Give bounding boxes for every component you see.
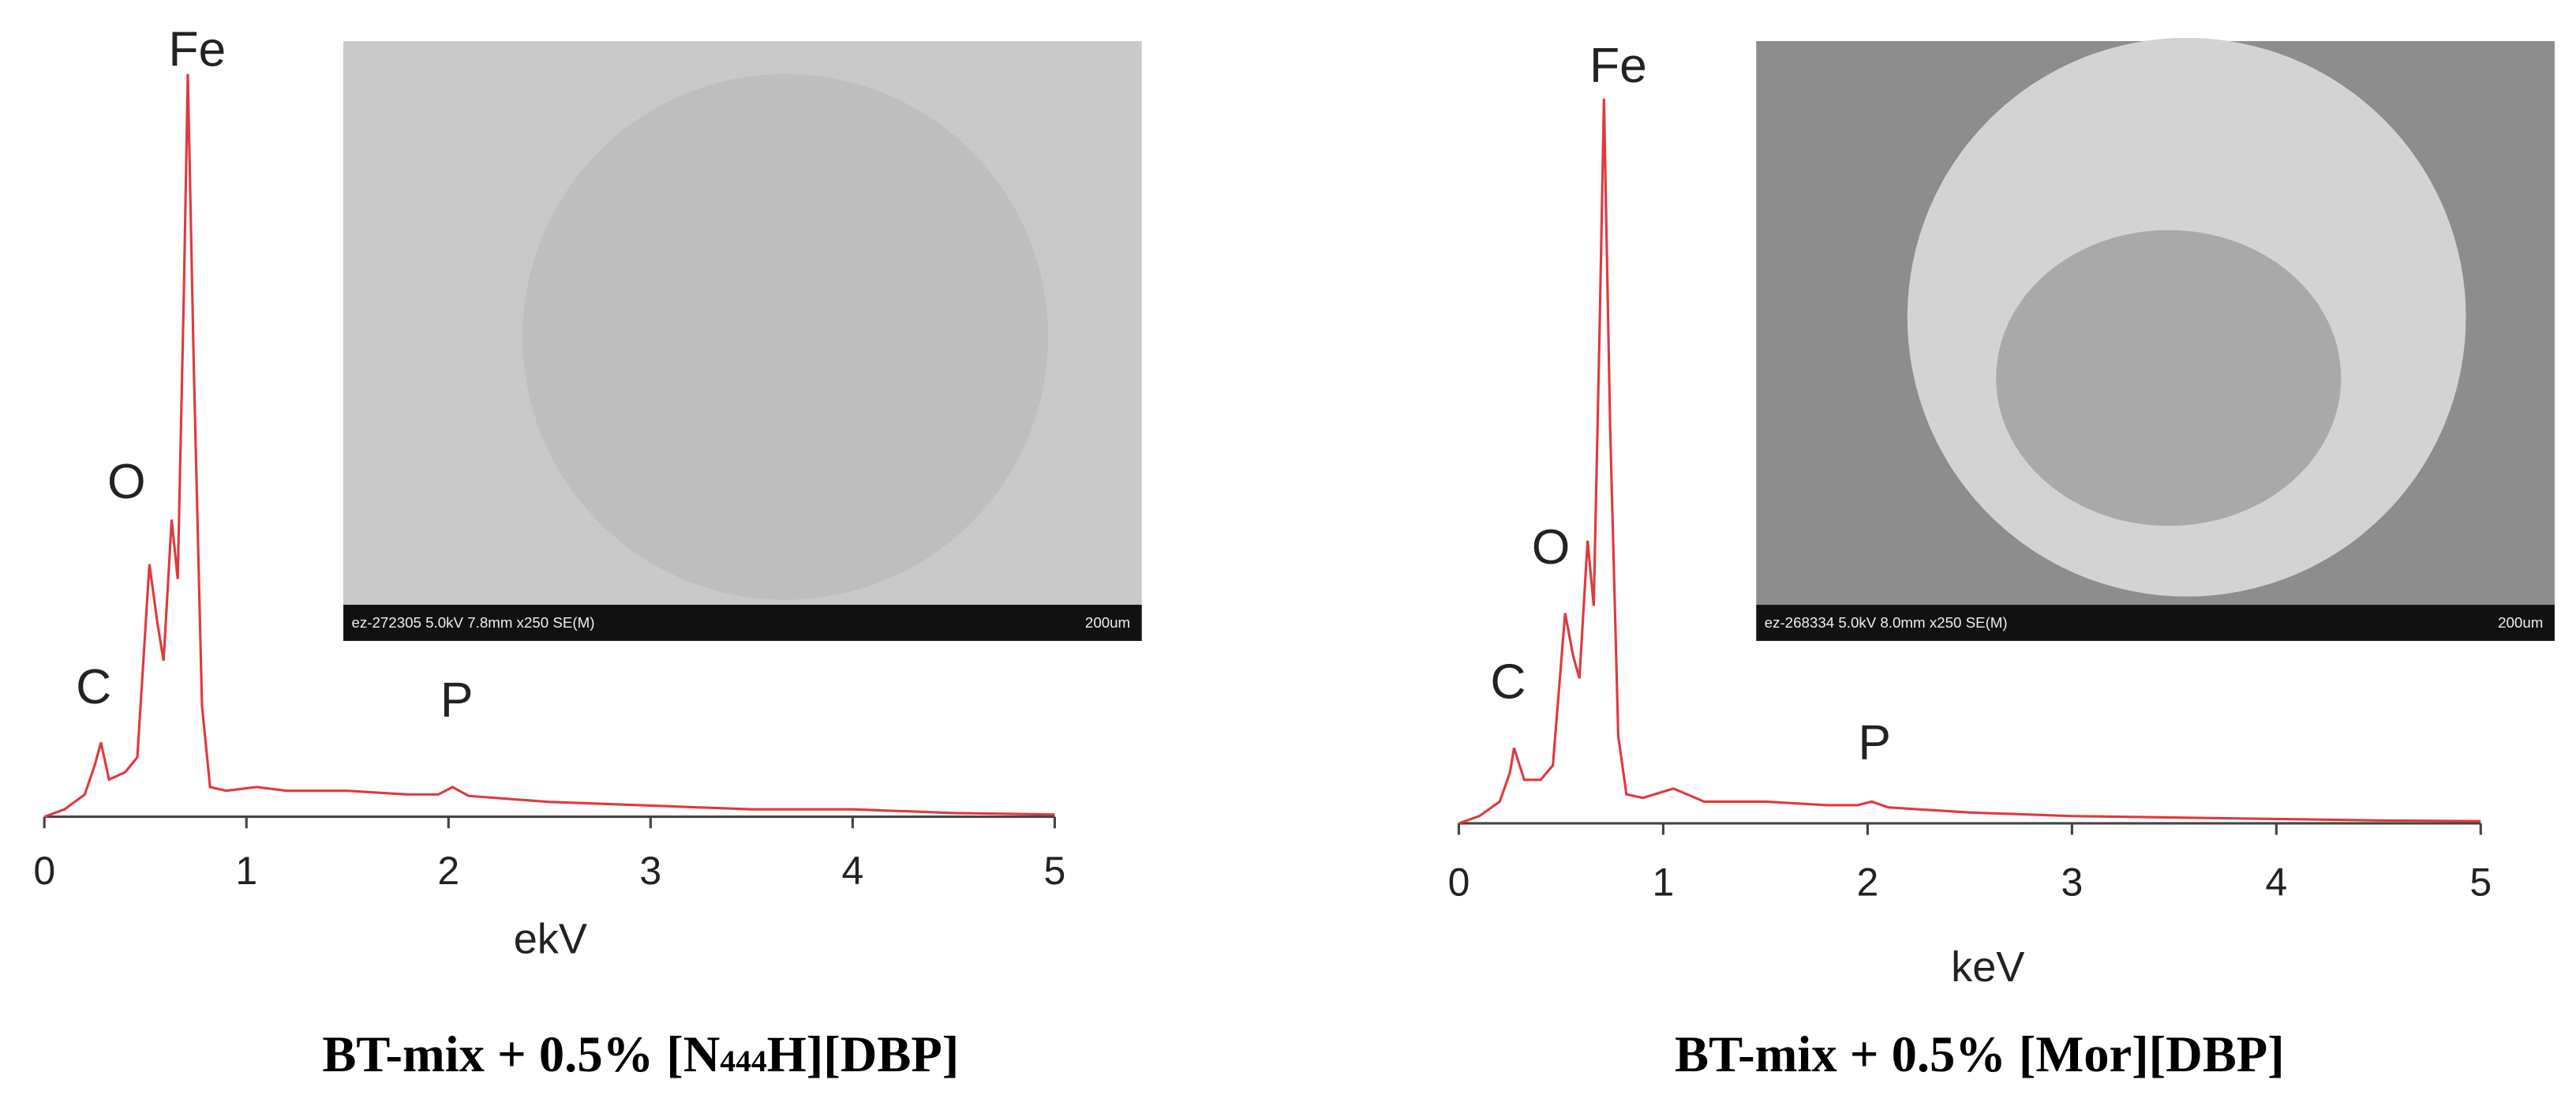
caption: BT-mix + 0.5% [N444H][DBP]: [322, 1025, 959, 1082]
x-tick-label: 2: [437, 849, 459, 893]
caption: BT-mix + 0.5% [Mor][DBP]: [1675, 1025, 2285, 1082]
spectrum-line: [1458, 98, 2481, 825]
peak-label: P: [1858, 715, 1891, 770]
x-tick-label: 4: [841, 849, 863, 893]
peak-label: O: [107, 454, 146, 509]
x-tick-label: 4: [2265, 860, 2287, 905]
caption-part: H][DBP]: [767, 1025, 960, 1082]
image-label: ez-268334 5.0kV 8.0mm x250 SE(M): [1765, 614, 2008, 631]
caption-part: BT-mix + 0.5% [N: [322, 1025, 720, 1082]
spectrum-line: [43, 73, 1055, 819]
x-axis-label: keV: [1951, 943, 2024, 991]
peak-label: Fe: [1589, 38, 1647, 93]
x-tick-label: 5: [2469, 860, 2492, 905]
x-tick-label: 5: [1044, 849, 1066, 893]
x-tick-label: 1: [1653, 860, 1675, 905]
sem-image-right: [1756, 37, 2555, 641]
sem-image-left: [343, 41, 1142, 641]
x-tick-label: 2: [1857, 860, 1879, 905]
peak-label: C: [1490, 654, 1526, 710]
x-tick-label: 3: [639, 849, 661, 893]
caption-part: 444: [720, 1044, 767, 1078]
scale-label: 200um: [2498, 614, 2543, 631]
x-tick-label: 0: [33, 849, 55, 893]
peak-label: Fe: [168, 21, 226, 77]
x-tick-label: 1: [235, 849, 257, 893]
caption-part: BT-mix + 0.5% [Mor][DBP]: [1675, 1025, 2285, 1082]
x-axis-label: ekV: [514, 915, 587, 962]
peak-label: O: [1532, 519, 1571, 575]
peak-label: P: [440, 673, 474, 728]
x-tick-label: 3: [2061, 860, 2083, 905]
image-label: ez-272305 5.0kV 7.8mm x250 SE(M): [351, 614, 594, 631]
x-tick-label: 0: [1448, 860, 1470, 905]
scale-label: 200um: [1085, 614, 1130, 631]
peak-label: C: [76, 659, 111, 714]
